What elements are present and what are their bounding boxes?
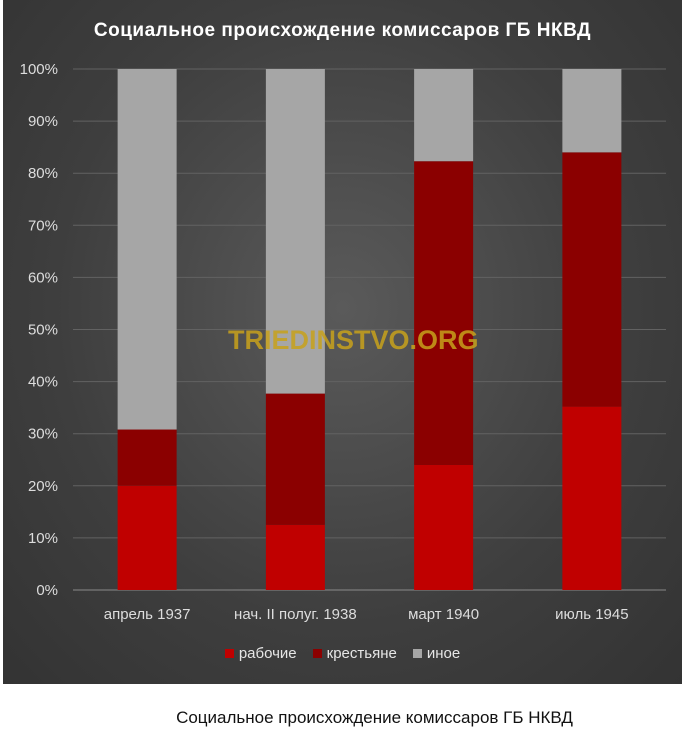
y-tick-label: 50% xyxy=(28,322,58,339)
x-tick-label: март 1940 xyxy=(408,606,479,623)
bar-segment xyxy=(414,161,474,465)
y-tick-label: 0% xyxy=(36,582,58,599)
y-tick-label: 80% xyxy=(28,165,58,182)
x-tick-label: апрель 1937 xyxy=(104,606,191,623)
chart-legend: рабочие крестьяне иное xyxy=(3,645,682,662)
bar-segment xyxy=(265,69,325,394)
y-tick-label: 60% xyxy=(28,269,58,286)
x-tick-label: нач. II полуг. 1938 xyxy=(234,606,357,623)
y-tick-label: 40% xyxy=(28,374,58,391)
chart-plot-area: 0% 10% 20% 30% 40% 50% 60% 70% 80% 90% 100% апрель … xyxy=(20,61,666,623)
legend-label: иное xyxy=(426,645,461,662)
bar-segment xyxy=(117,69,177,430)
bar-segment xyxy=(265,524,325,590)
y-tick-label: 20% xyxy=(28,478,58,495)
bar-segment xyxy=(265,393,325,525)
bar-segment xyxy=(117,485,177,590)
y-tick-label: 10% xyxy=(28,530,58,547)
legend-label: крестьяне xyxy=(326,645,397,662)
y-tick-label: 100% xyxy=(20,61,58,78)
legend-label: рабочие xyxy=(238,645,297,662)
bar-segment xyxy=(414,69,474,162)
legend-swatch xyxy=(224,649,234,658)
chart-panel: 0% 10% 20% 30% 40% 50% 60% 70% 80% 90% 100% апрель … xyxy=(3,0,682,684)
legend-swatch xyxy=(312,649,322,658)
bar-segment xyxy=(562,406,622,590)
y-tick-label: 30% xyxy=(28,426,58,443)
figure-caption: Социальное происхождение комиссаров ГБ Н… xyxy=(176,708,573,727)
y-tick-label: 70% xyxy=(28,217,58,234)
bar-segment xyxy=(414,464,474,590)
bar-segment xyxy=(562,152,622,407)
bar-segment xyxy=(117,429,177,486)
legend-item: иное xyxy=(412,645,461,662)
x-tick-label: июль 1945 xyxy=(555,606,628,623)
chart-title: Социальное происхождение комиссаров ГБ Н… xyxy=(93,20,592,41)
y-tick-label: 90% xyxy=(28,113,58,130)
legend-item: крестьяне xyxy=(312,645,397,662)
bar-segment xyxy=(562,69,622,153)
watermark-logo: TRIEDINSTVO.ORG xyxy=(228,325,479,355)
legend-item: рабочие xyxy=(224,645,297,662)
legend-swatch xyxy=(412,649,422,658)
